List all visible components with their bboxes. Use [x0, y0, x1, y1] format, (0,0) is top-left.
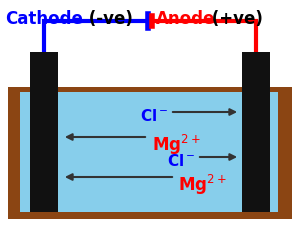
Text: (-ve): (-ve)	[83, 10, 133, 28]
Text: Cathode: Cathode	[5, 10, 83, 28]
Text: Mg$^{2+}$: Mg$^{2+}$	[178, 172, 227, 196]
Bar	[30, 53, 58, 212]
Text: Anode: Anode	[156, 10, 215, 28]
Text: (+ve): (+ve)	[206, 10, 263, 28]
Text: Cl$^-$: Cl$^-$	[167, 152, 195, 168]
Text: Mg$^{2+}$: Mg$^{2+}$	[152, 132, 201, 156]
Bar	[8, 88, 292, 219]
Bar	[242, 53, 270, 212]
Text: Cl$^-$: Cl$^-$	[140, 108, 168, 123]
Bar	[20, 93, 278, 212]
